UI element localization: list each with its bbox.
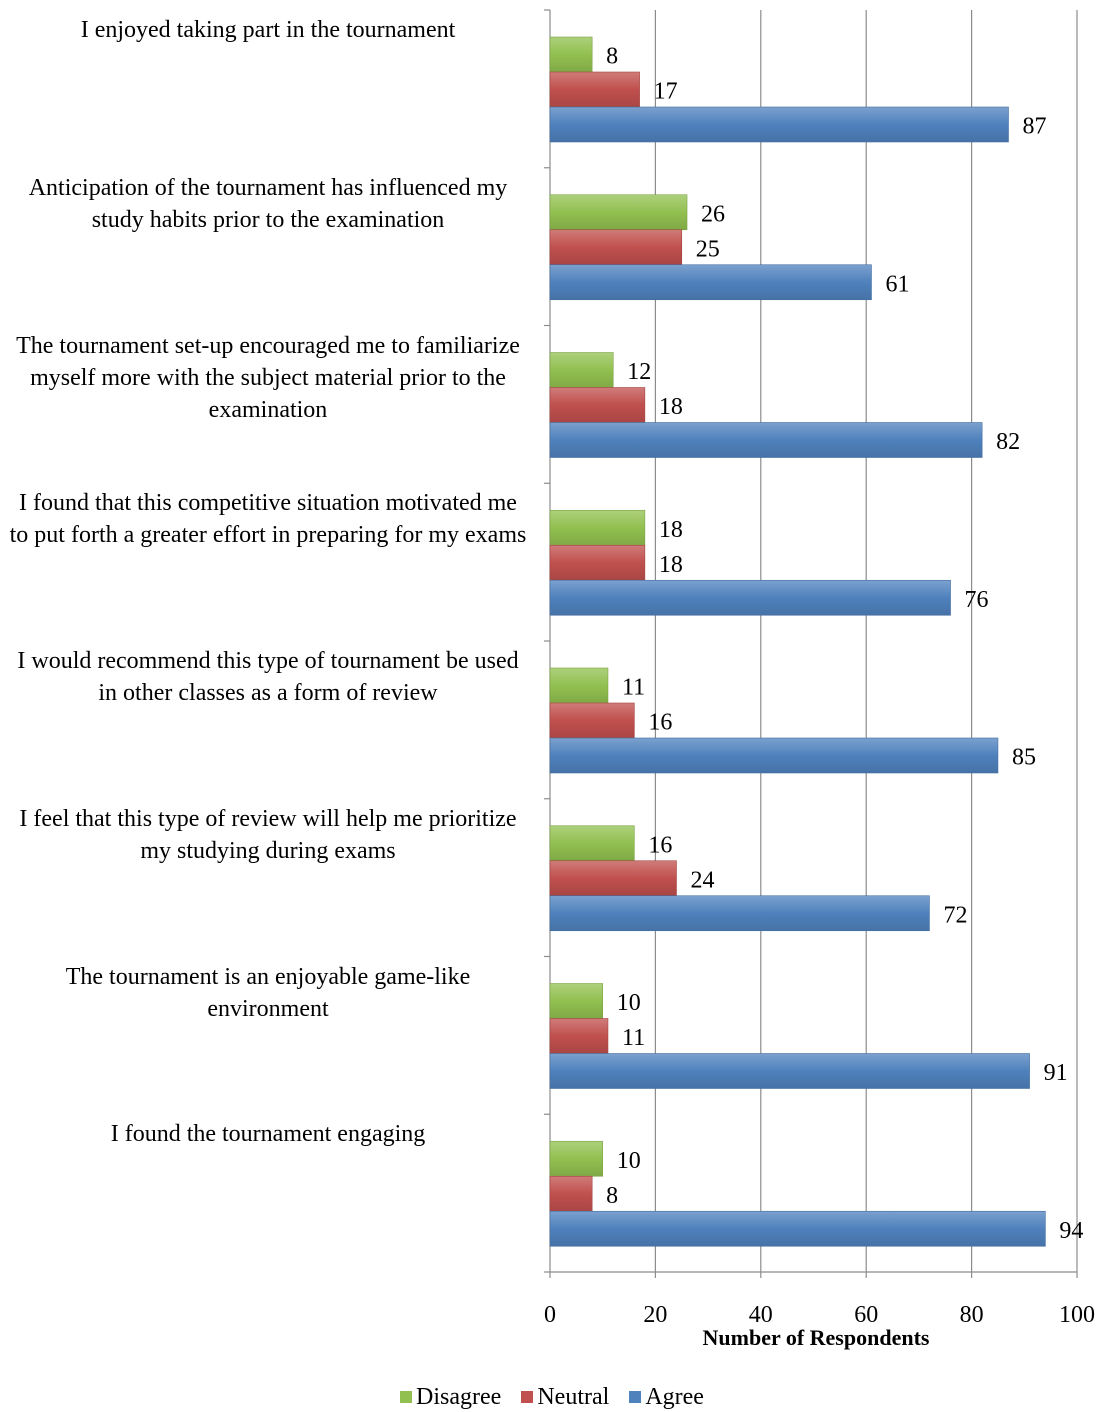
data-label: 10 <box>617 1148 641 1174</box>
bar-disagree <box>549 509 646 546</box>
bar-agree <box>549 1210 1046 1247</box>
legend-item-agree: Agree <box>629 1384 704 1411</box>
category-label: I found the tournament engaging <box>110 1121 426 1148</box>
bar-agree <box>549 422 983 458</box>
data-label: 16 <box>648 832 672 858</box>
data-label: 61 <box>885 271 909 297</box>
data-label: 76 <box>965 587 989 613</box>
bar-neutral <box>549 544 646 581</box>
legend-label: Agree <box>645 1383 704 1410</box>
data-label: 18 <box>659 394 683 420</box>
legend-item-disagree: Disagree <box>400 1384 501 1411</box>
data-label: 82 <box>996 429 1020 455</box>
bar-neutral <box>549 702 635 739</box>
data-label: 10 <box>617 990 641 1016</box>
legend-label: Neutral <box>537 1383 610 1410</box>
category-label: I enjoyed taking part in the tournament <box>80 17 456 43</box>
data-label: 26 <box>701 201 725 227</box>
category-label: Anticipation of the tournament has influ… <box>28 174 508 233</box>
data-label: 24 <box>690 867 714 893</box>
data-label: 91 <box>1044 1060 1068 1086</box>
x-tick-label: 100 <box>1059 1302 1095 1328</box>
bar-agree <box>549 106 1009 143</box>
data-label: 11 <box>622 675 645 701</box>
bar-disagree <box>549 1140 604 1177</box>
x-tick-label: 40 <box>749 1302 773 1328</box>
category-label: I would recommend this type of tournamen… <box>17 648 519 706</box>
data-label: 11 <box>622 1025 645 1051</box>
bar-neutral <box>549 387 646 423</box>
bar-agree <box>549 264 872 301</box>
legend-swatch-disagree <box>400 1391 413 1403</box>
data-label: 72 <box>943 902 967 928</box>
legend-label: Disagree <box>416 1383 502 1410</box>
data-label: 8 <box>606 1183 618 1209</box>
category-label: The tournament is an enjoyable game-like… <box>65 963 471 1022</box>
bar-neutral <box>549 860 677 897</box>
data-label: 18 <box>659 552 683 578</box>
category-label: I feel that this type of review will hel… <box>19 805 517 864</box>
bar-agree <box>549 737 999 774</box>
bar-agree <box>549 579 951 616</box>
category-label: I found that this competitive situation … <box>9 490 527 549</box>
data-label: 25 <box>696 236 720 262</box>
x-tick-label: 80 <box>960 1302 984 1328</box>
bar-disagree <box>549 983 604 1019</box>
legend-item-neutral: Neutral <box>521 1384 609 1411</box>
bar-disagree <box>549 825 635 862</box>
data-label: 85 <box>1012 745 1036 771</box>
x-tick-label: 0 <box>544 1302 556 1328</box>
bar-neutral <box>549 229 683 266</box>
bar-disagree <box>549 36 593 73</box>
data-label: 17 <box>654 79 678 105</box>
bar-neutral <box>549 71 640 108</box>
data-label: 12 <box>627 359 651 385</box>
bar-disagree <box>549 194 688 231</box>
bar-agree <box>549 895 930 932</box>
x-tick-label: 20 <box>643 1302 667 1328</box>
bar-agree <box>549 1053 1030 1089</box>
data-label: 87 <box>1022 114 1046 140</box>
x-tick-label: 60 <box>854 1302 878 1328</box>
data-label: 18 <box>659 517 683 543</box>
legend-swatch-neutral <box>521 1391 534 1403</box>
data-label: 8 <box>606 44 618 70</box>
bar-neutral <box>549 1018 609 1054</box>
legend: Disagree Neutral Agree <box>0 1383 1104 1411</box>
data-label: 94 <box>1059 1218 1083 1244</box>
bar-disagree <box>549 352 614 388</box>
bar-disagree <box>549 667 609 704</box>
x-axis-title: Number of Respondents <box>702 1325 930 1350</box>
category-label: The tournament set-up encouraged me to f… <box>16 332 520 423</box>
data-label: 16 <box>648 710 672 736</box>
legend-swatch-agree <box>629 1391 642 1403</box>
bar-neutral <box>549 1175 593 1212</box>
